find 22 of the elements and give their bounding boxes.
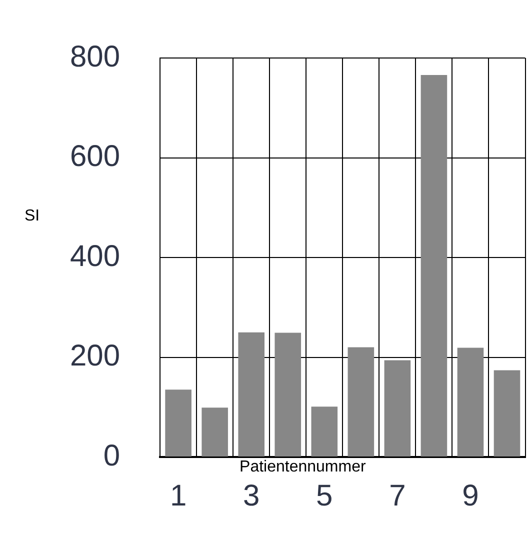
bar — [494, 370, 520, 456]
bar — [238, 332, 265, 456]
y-tick-label: 0 — [103, 439, 120, 472]
y-axis-title: SI — [24, 207, 40, 224]
x-tick-label: 3 — [243, 479, 260, 512]
x-tick-label: 9 — [462, 479, 479, 512]
bar — [311, 406, 338, 456]
y-tick-label: 400 — [70, 240, 120, 273]
bar — [202, 408, 228, 456]
bar — [165, 390, 192, 456]
x-tick-label: 7 — [389, 479, 406, 512]
bar — [420, 74, 448, 456]
x-tick-label: 1 — [170, 479, 187, 512]
bar — [457, 348, 484, 456]
x-tick-label: 5 — [316, 479, 333, 512]
bar — [274, 332, 302, 456]
y-tick-label: 600 — [70, 140, 120, 174]
x-axis-title: Patientennummer — [240, 458, 366, 476]
y-tick-label: 200 — [70, 340, 120, 373]
bar — [384, 360, 411, 456]
bar — [348, 347, 374, 456]
y-tick-label: 800 — [70, 40, 120, 74]
